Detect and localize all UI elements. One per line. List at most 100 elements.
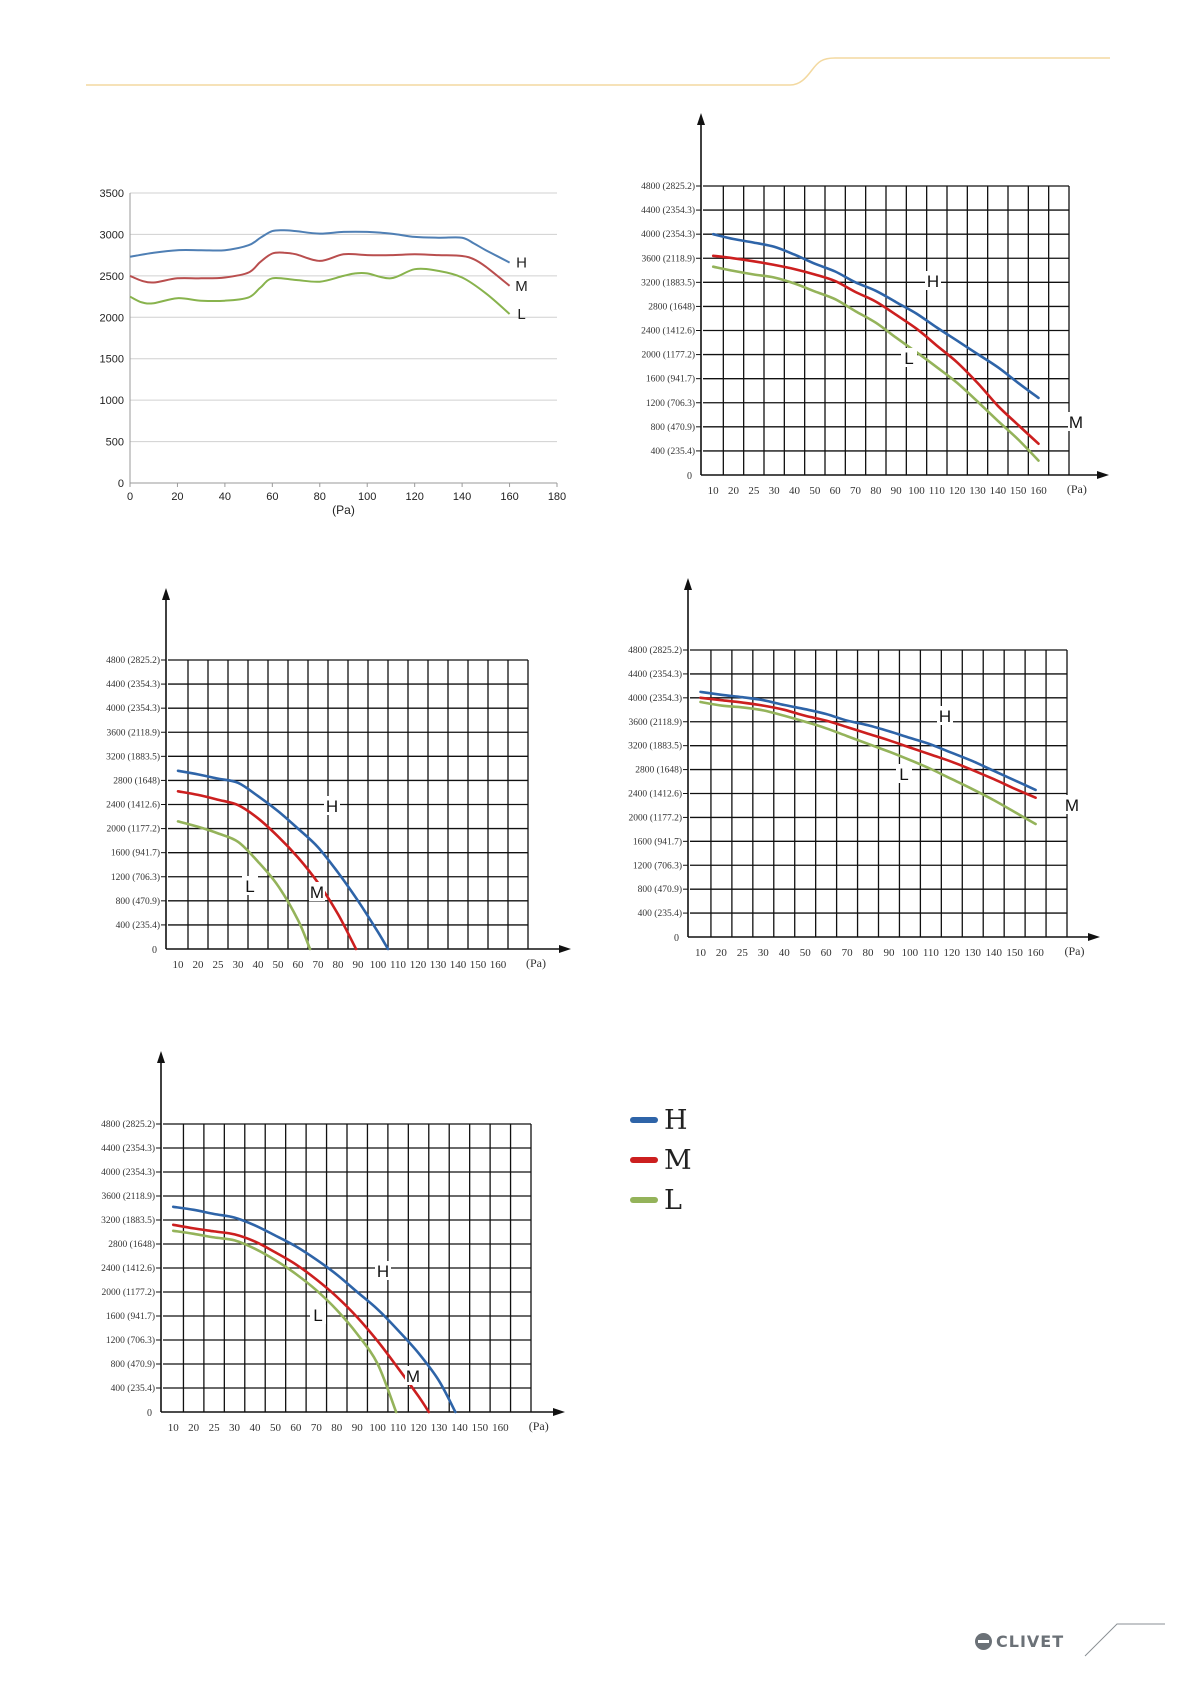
x-axis-arrow-icon bbox=[559, 945, 571, 953]
legend: H M L bbox=[630, 1100, 692, 1220]
x-tick-label: 120 bbox=[405, 491, 423, 503]
x-tick-label: 90 bbox=[353, 959, 365, 971]
legend-swatch-h bbox=[630, 1117, 658, 1123]
curve-label-background bbox=[1068, 412, 1084, 431]
y-tick-label: 2000 (1177.2) bbox=[629, 812, 682, 823]
y-tick-label: 3200 (1883.5) bbox=[106, 751, 160, 762]
series-line-m bbox=[711, 254, 1040, 445]
y-tick-label: 3000 bbox=[100, 229, 124, 241]
curve-label-m: M bbox=[1065, 796, 1079, 815]
y-tick-label: 800 (470.9) bbox=[638, 884, 682, 895]
x-axis-arrow-icon bbox=[1097, 471, 1109, 479]
x-tick-label: 150 bbox=[1010, 485, 1027, 497]
series-line-h bbox=[176, 769, 390, 951]
y-tick-label: 3200 (1883.5) bbox=[628, 741, 682, 752]
x-tick-label: 60 bbox=[293, 959, 305, 971]
series-label-l: L bbox=[517, 306, 525, 323]
x-tick-label: 10 bbox=[173, 959, 185, 971]
y-tick-label: 3600 (2118.9) bbox=[107, 727, 160, 738]
series-label-m: M bbox=[515, 278, 528, 295]
x-unit-label: (Pa) bbox=[1067, 482, 1087, 496]
footer-decoration bbox=[1084, 1623, 1165, 1657]
x-tick-label: 50 bbox=[800, 947, 812, 959]
legend-item-h: H bbox=[630, 1100, 692, 1140]
x-unit-label: (Pa) bbox=[1065, 944, 1085, 958]
x-tick-label: 40 bbox=[789, 485, 801, 497]
y-tick-label: 4800 (2825.2) bbox=[641, 181, 695, 192]
y-tick-label: 3600 (2118.9) bbox=[642, 253, 695, 264]
curve-label-h: H bbox=[927, 272, 939, 291]
x-tick-label: 80 bbox=[863, 947, 875, 959]
legend-swatch-l bbox=[630, 1197, 658, 1203]
y-tick-label: 2800 (1648) bbox=[648, 301, 695, 312]
header-decoration bbox=[86, 57, 1110, 86]
y-tick-label: 800 (470.9) bbox=[116, 896, 160, 907]
origin-label: 0 bbox=[147, 1408, 152, 1419]
y-tick-label: 400 (235.4) bbox=[116, 920, 160, 931]
x-tick-label: 110 bbox=[929, 485, 946, 497]
y-tick-label: 4000 (2354.3) bbox=[101, 1167, 155, 1178]
curve-label-m: M bbox=[1069, 413, 1083, 432]
x-tick-label: 70 bbox=[311, 1422, 323, 1434]
x-tick-label: 90 bbox=[891, 485, 903, 497]
series-line-h bbox=[171, 1205, 457, 1414]
y-tick-label: 4400 (2354.3) bbox=[106, 679, 160, 690]
x-tick-label: 80 bbox=[314, 491, 326, 503]
curve-label-m: M bbox=[406, 1367, 420, 1386]
y-tick-label: 2400 (1412.6) bbox=[628, 789, 682, 800]
curve-label-background bbox=[310, 1305, 326, 1324]
legend-item-l: L bbox=[630, 1180, 692, 1220]
fan-curve-chart-3: 400 (235.4)800 (470.9)1200 (706.3)1600 (… bbox=[628, 578, 1100, 959]
brand-logo-text: CLIVET bbox=[996, 1632, 1065, 1651]
y-tick-label: 3500 bbox=[100, 188, 124, 200]
x-tick-label: 70 bbox=[313, 959, 325, 971]
curve-label-h: H bbox=[939, 707, 951, 726]
x-tick-label: 140 bbox=[990, 485, 1007, 497]
x-tick-label: 80 bbox=[331, 1422, 343, 1434]
y-tick-label: 4400 (2354.3) bbox=[101, 1143, 155, 1154]
x-tick-label: 60 bbox=[266, 491, 278, 503]
x-tick-label: 10 bbox=[168, 1422, 180, 1434]
y-tick-label: 2400 (1412.6) bbox=[101, 1263, 155, 1274]
legend-label-m: M bbox=[664, 1144, 692, 1176]
y-tick-label: 1200 (706.3) bbox=[111, 872, 160, 883]
x-tick-label: 160 bbox=[492, 1422, 509, 1434]
x-tick-label: 110 bbox=[923, 947, 940, 959]
x-tick-label: 100 bbox=[369, 1422, 386, 1434]
y-tick-label: 2400 (1412.6) bbox=[641, 326, 695, 337]
x-tick-label: 40 bbox=[253, 959, 265, 971]
series-line-m bbox=[171, 1223, 431, 1414]
x-tick-label: 150 bbox=[1006, 947, 1023, 959]
x-tick-label: 160 bbox=[490, 959, 507, 971]
curve-label-background bbox=[324, 796, 340, 815]
x-tick-label: 10 bbox=[695, 947, 707, 959]
x-tick-label: 10 bbox=[708, 485, 720, 497]
x-tick-label: 80 bbox=[870, 485, 882, 497]
y-tick-label: 400 (235.4) bbox=[651, 446, 695, 457]
y-tick-label: 400 (235.4) bbox=[111, 1383, 155, 1394]
x-tick-label: 25 bbox=[209, 1422, 221, 1434]
curve-label-background bbox=[242, 876, 258, 895]
x-tick-label: 90 bbox=[352, 1422, 364, 1434]
legend-item-m: M bbox=[630, 1140, 692, 1180]
y-tick-label: 2000 (1177.2) bbox=[102, 1287, 155, 1298]
x-tick-label: 90 bbox=[883, 947, 895, 959]
y-tick-label: 2800 (1648) bbox=[113, 775, 160, 786]
origin-label: 0 bbox=[674, 933, 679, 944]
y-tick-label: 1600 (941.7) bbox=[111, 848, 160, 859]
y-tick-label: 3200 (1883.5) bbox=[101, 1215, 155, 1226]
curve-label-background bbox=[375, 1261, 391, 1280]
series-line-m bbox=[129, 251, 511, 287]
series-line-l bbox=[699, 700, 1037, 826]
y-tick-label: 1200 (706.3) bbox=[106, 1335, 155, 1346]
y-tick-label: 4000 (2354.3) bbox=[106, 703, 160, 714]
x-tick-label: 50 bbox=[270, 1422, 282, 1434]
x-tick-label: 180 bbox=[548, 491, 566, 503]
y-tick-label: 2000 (1177.2) bbox=[107, 824, 160, 835]
clivet-logo-icon bbox=[975, 1633, 992, 1650]
x-tick-label: 20 bbox=[193, 959, 205, 971]
x-unit-label: (Pa) bbox=[529, 1419, 549, 1433]
x-tick-label: 20 bbox=[188, 1422, 200, 1434]
origin-label: 0 bbox=[152, 945, 157, 956]
